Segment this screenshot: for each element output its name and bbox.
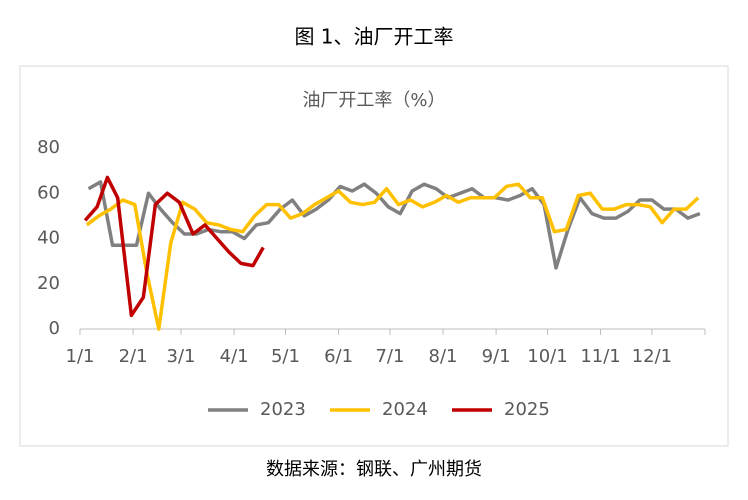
x-tick-label: 7/1 <box>375 346 404 367</box>
x-tick-label: 8/1 <box>429 346 458 367</box>
figure-title: 图 1、油厂开工率 <box>294 25 453 49</box>
chart-title: 油厂开工率（%） <box>302 90 445 111</box>
x-tick-label: 9/1 <box>482 346 511 367</box>
series-line <box>87 180 701 270</box>
x-tick-label: 5/1 <box>271 346 300 367</box>
x-tick-label: 2/1 <box>119 346 148 367</box>
series-line <box>83 175 265 318</box>
legend-label: 2024 <box>382 399 428 420</box>
source-note: 数据来源：钢联、广州期货 <box>266 459 482 480</box>
y-tick-label: 80 <box>37 137 60 158</box>
y-tick-label: 40 <box>37 228 60 249</box>
x-tick-label: 11/1 <box>580 346 620 367</box>
legend-label: 2023 <box>260 399 306 420</box>
chart-frame <box>19 65 729 447</box>
x-tick-label: 6/1 <box>324 346 353 367</box>
y-tick-label: 60 <box>37 182 60 203</box>
y-tick-label: 0 <box>49 318 60 339</box>
x-tick-label: 1/1 <box>66 346 95 367</box>
x-tick-label: 4/1 <box>220 346 249 367</box>
x-tick-label: 3/1 <box>167 346 196 367</box>
y-tick-label: 20 <box>37 273 60 294</box>
x-tick-label: 12/1 <box>632 346 672 367</box>
x-tick-label: 10/1 <box>527 346 567 367</box>
legend-label: 2025 <box>504 399 550 420</box>
series-line <box>85 182 700 331</box>
